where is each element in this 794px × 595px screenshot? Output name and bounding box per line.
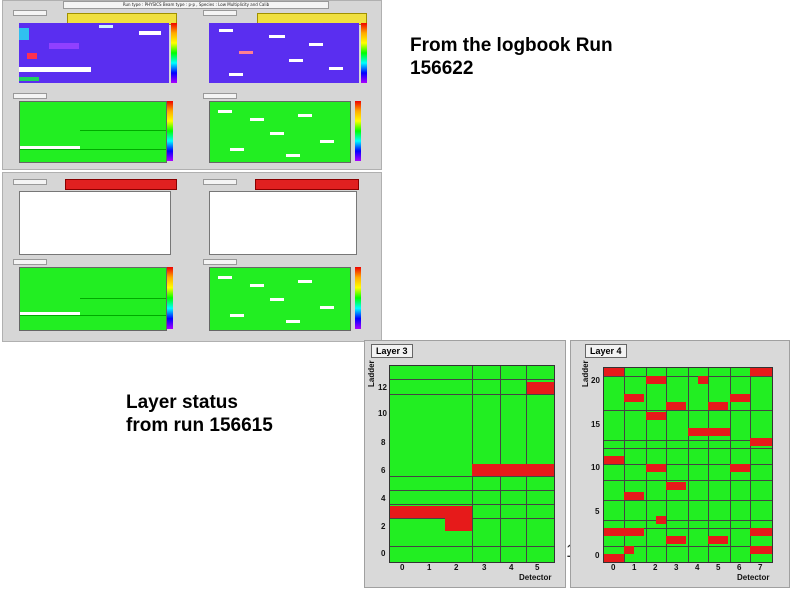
bad-module [604,528,644,536]
layer3-xtick: 4 [509,563,514,572]
layer3-ytick: 4 [381,494,386,503]
layer4-xtick: 2 [653,563,658,572]
bad-module [708,536,728,544]
dqm-panel-top: Run type : PHYSICS Beam type : p-p , Spe… [2,0,382,170]
bad-module [750,368,772,376]
map-tag-7 [13,259,47,265]
bad-module [646,464,666,472]
map-tag-4 [203,93,237,99]
bad-module [730,394,750,402]
color-palette [167,101,173,161]
bad-module [750,438,772,446]
layer4-title: Layer 4 [585,344,627,358]
bad-module [604,456,624,464]
bad-module [604,368,624,376]
bad-module [527,382,554,394]
status-map-7 [19,267,167,331]
empty-plot-2 [209,191,357,255]
logbook-note: From the logbook Run 156622 [410,34,670,80]
layer3-ylabel: Ladder [367,360,376,387]
layer4-xtick: 0 [611,563,616,572]
empty-plot-1 [19,191,171,255]
bad-module [472,464,554,476]
layer4-ytick: 10 [591,463,600,472]
occupancy-map-2 [209,23,359,83]
layer4-ytick: 5 [595,507,600,516]
bad-module [624,546,634,554]
status-map-8 [209,267,351,331]
layer-status-note: Layer status from run 156615 [126,391,346,437]
bad-module [666,402,686,410]
logbook-note-line1: From the logbook Run [410,35,613,56]
bad-module [656,516,666,524]
map-tag-6 [203,179,237,185]
layer3-ytick: 6 [381,466,386,475]
map-tag-1 [13,10,47,16]
layer3-xtick: 0 [400,563,405,572]
logbook-note-line2: 156622 [410,58,474,79]
layer3-ytick: 12 [378,383,387,392]
layer4-panel: Layer 4 Ladder [570,340,790,588]
layer3-panel: Layer 3 Ladder 12 10 8 6 4 2 0 0 1 2 3 4… [364,340,566,588]
layer4-xtick: 4 [695,563,700,572]
bad-module [698,376,708,384]
layer3-xtick: 5 [535,563,540,572]
bad-module [390,506,472,518]
map-tag-8 [203,259,237,265]
layer4-ytick: 20 [591,376,600,385]
layer3-ytick: 10 [378,409,387,418]
layer4-map [603,367,773,563]
layer3-xtick: 1 [427,563,432,572]
occupancy-map-1 [19,23,169,83]
run-info-header: Run type : PHYSICS Beam type : p-p , Spe… [63,1,329,9]
map-tag-5 [13,179,47,185]
color-palette [355,101,361,161]
bad-module [750,528,772,536]
color-palette [167,267,173,329]
layer3-xlabel: Detector [519,573,552,582]
bad-module [604,554,624,562]
color-palette [171,23,177,83]
layer4-ytick: 15 [591,420,600,429]
layer4-xtick: 1 [632,563,637,572]
layer3-title: Layer 3 [371,344,413,358]
error-box-1 [65,179,177,190]
bad-module [445,518,472,531]
layer4-xtick: 7 [758,563,763,572]
bad-module [624,394,644,402]
bad-module [646,376,666,384]
layer3-ytick: 0 [381,549,386,558]
bad-module [646,412,666,420]
layer4-xtick: 3 [674,563,679,572]
layer4-ytick: 0 [595,551,600,560]
map-tag-3 [13,93,47,99]
layer3-xtick: 2 [454,563,459,572]
status-map-4 [209,101,351,163]
layer4-xlabel: Detector [737,573,770,582]
bad-module [666,536,686,544]
bad-module [624,492,644,500]
color-palette [355,267,361,329]
color-palette [361,23,367,83]
layer3-xtick: 3 [482,563,487,572]
layer-status-note-line2: from run 156615 [126,415,273,436]
layer3-map [389,365,555,563]
error-box-2 [255,179,359,190]
bad-module [730,464,750,472]
layer4-xtick: 5 [716,563,721,572]
status-map-3 [19,101,167,163]
layer4-ylabel: Ladder [581,360,590,387]
layer-status-note-line1: Layer status [126,392,238,413]
layer3-ytick: 8 [381,438,386,447]
map-tag-2 [203,10,237,16]
layer4-xtick: 6 [737,563,742,572]
bad-module [688,428,730,436]
bad-module [750,546,772,554]
bad-module [708,402,728,410]
layer3-ytick: 2 [381,522,386,531]
bad-module [666,482,686,490]
dqm-panel-bottom [2,172,382,342]
